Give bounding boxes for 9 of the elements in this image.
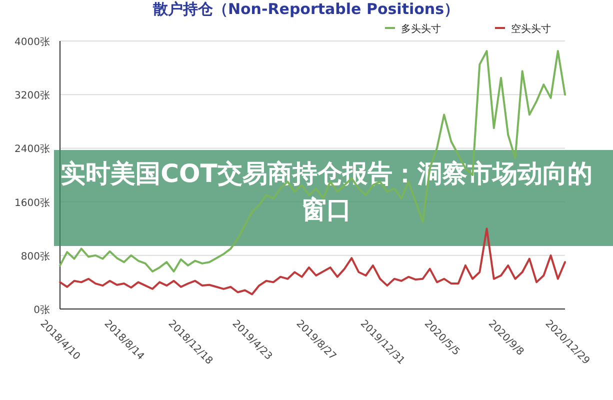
legend-label: 多头头寸	[401, 23, 441, 35]
y-tick-label: 800张	[20, 250, 50, 262]
y-tick-label: 1600张	[14, 196, 50, 209]
y-tick-label: 2400张	[14, 143, 50, 156]
y-tick-label: 3200张	[14, 90, 50, 102]
y-tick-label: 0张	[34, 304, 50, 316]
legend-label: 空头头寸	[511, 23, 551, 35]
chart-title: 散户持仓（Non-Reportable Positions）	[152, 0, 460, 18]
y-tick-label: 4000张	[14, 36, 50, 48]
